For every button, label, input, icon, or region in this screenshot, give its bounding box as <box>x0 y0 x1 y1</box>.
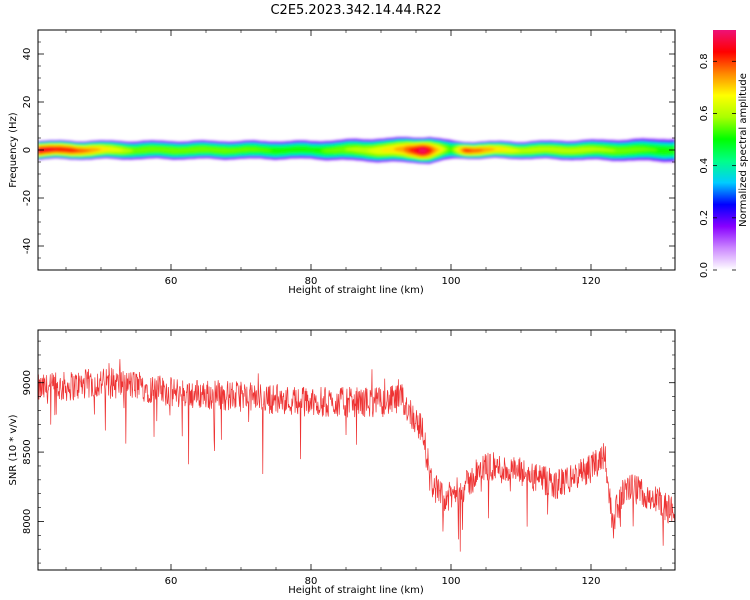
snr-y-label: SNR (10 * v/v) <box>8 414 19 485</box>
x-tick-label: 100 <box>441 576 460 587</box>
colorbar-tick-label: 0.2 <box>699 210 710 226</box>
y-tick-label: 9000 <box>22 370 33 395</box>
x-tick-label: 60 <box>165 576 178 587</box>
snr-panel: 60 80 100 120 8000 8500 9000 Height of straig… <box>8 329 676 596</box>
x-tick-label: 80 <box>305 576 318 587</box>
x-tick-label: 100 <box>441 276 460 287</box>
y-tick-label: 20 <box>22 96 33 109</box>
snr-background <box>38 330 675 570</box>
heatmap-y-ticks: -40 -20 0 20 40 <box>22 29 675 271</box>
heatmap-x-label: Height of straight line (km) <box>288 285 424 296</box>
x-tick-label: 60 <box>165 276 178 287</box>
y-tick-label: 8500 <box>22 439 33 464</box>
y-tick-label: -40 <box>22 238 33 254</box>
y-tick-label: 0 <box>22 147 33 153</box>
colorbar-tick-label: 0.6 <box>699 106 710 122</box>
y-tick-label: -20 <box>22 190 33 206</box>
snr-series-line <box>38 359 675 552</box>
y-tick-label: 40 <box>22 48 33 61</box>
colorbar-tick-label: 0.8 <box>699 53 710 69</box>
heatmap-frame <box>37 29 676 271</box>
colorbar-ticks: 0.0 0.2 0.4 0.6 0.8 <box>699 53 736 278</box>
colorbar-label: Normalized spectral amplitude <box>738 73 749 227</box>
heatmap-y-label: Frequency (Hz) <box>8 112 19 188</box>
x-tick-label: 80 <box>305 276 318 287</box>
snr-frame <box>37 329 676 571</box>
colorbar-tick-label: 0.4 <box>699 158 710 174</box>
colorbar-tick-label: 0.0 <box>699 262 710 278</box>
colorbar-fill <box>713 30 736 270</box>
heatmap-band <box>38 136 675 165</box>
snr-x-label: Height of straight line (km) <box>288 585 424 596</box>
x-tick-label: 120 <box>581 576 600 587</box>
heatmap-contour <box>38 142 675 159</box>
heatmap-x-ticks: 60 80 100 120 <box>65 30 662 287</box>
y-tick-label: 8000 <box>22 509 33 534</box>
figure-title: C2E5.2023.342.14.44.R22 <box>270 3 441 18</box>
heatmap-panel: 60 80 100 120 -40 -20 0 20 40 Height of straigh… <box>8 29 676 296</box>
x-tick-label: 120 <box>581 276 600 287</box>
colorbar: 0.0 0.2 0.4 0.6 0.8 Normalized spectral ampl… <box>699 30 749 278</box>
